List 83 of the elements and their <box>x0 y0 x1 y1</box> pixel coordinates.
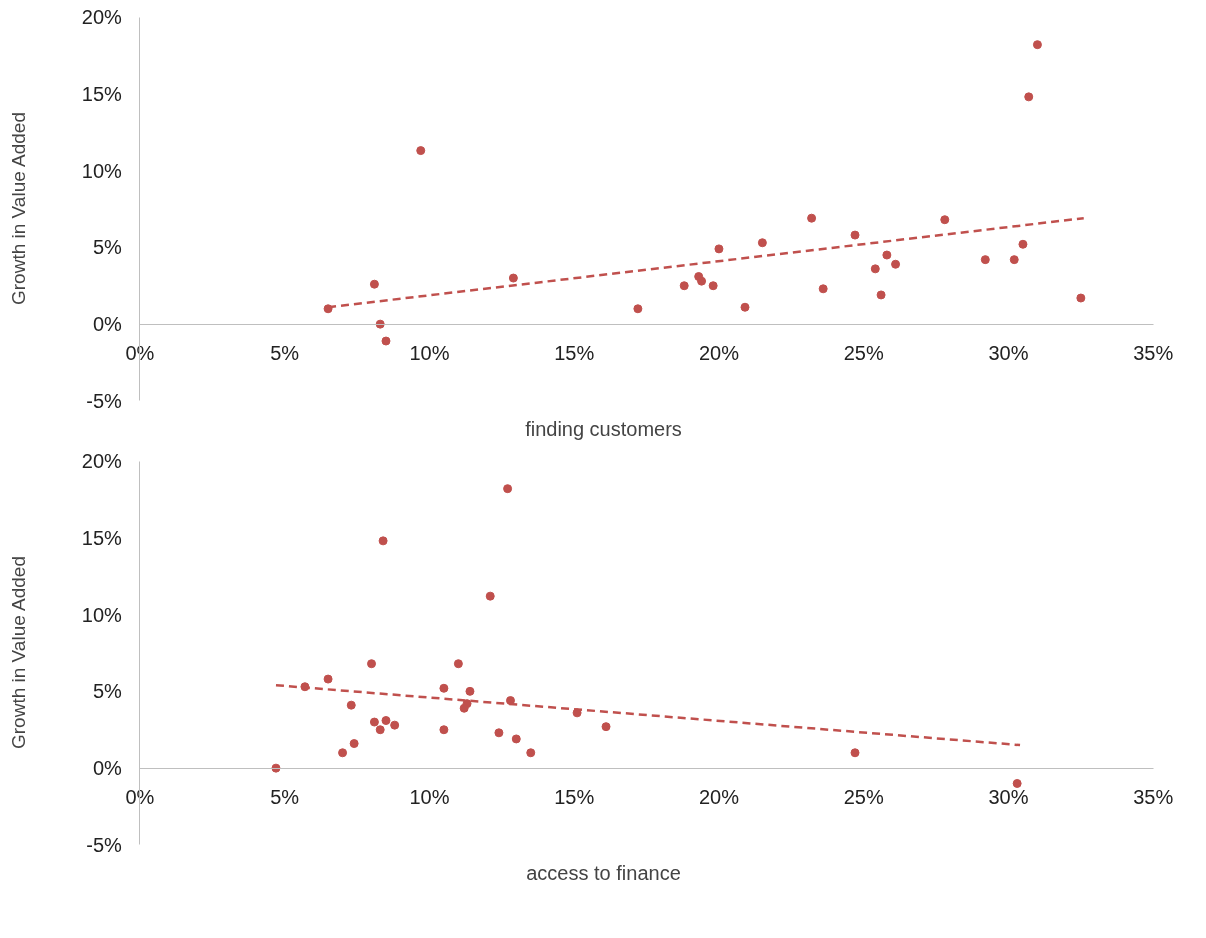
x-tick-label: 25% <box>843 786 884 809</box>
point <box>378 536 388 546</box>
x-tick-label: 5% <box>270 786 300 809</box>
x-tick-label: 20% <box>698 342 740 365</box>
point <box>369 717 379 727</box>
y-tick-label: 0% <box>92 757 123 780</box>
y-tick-label: 20% <box>81 450 123 473</box>
x-axis-title: finding customers <box>525 417 682 440</box>
point <box>818 284 828 294</box>
y-tick-label: -5% <box>86 389 123 412</box>
point <box>508 273 518 283</box>
point <box>323 304 333 314</box>
point <box>876 290 886 300</box>
point <box>367 659 377 669</box>
point <box>375 725 385 735</box>
x-tick-label: 35% <box>1133 342 1174 365</box>
x-tick-label: 20% <box>698 786 740 809</box>
point <box>882 250 892 260</box>
point <box>697 276 707 286</box>
point <box>940 215 950 225</box>
y-tick-label: 20% <box>81 6 123 29</box>
point <box>439 683 449 693</box>
point <box>381 336 391 346</box>
y-axis-title: Growth in Value Added <box>7 112 29 305</box>
x-tick-label: 0% <box>125 786 155 809</box>
point <box>708 281 718 291</box>
y-tick-label: 0% <box>92 313 123 336</box>
point <box>1032 40 1042 50</box>
x-tick-label: 15% <box>554 786 595 809</box>
x-tick-label: 10% <box>409 342 450 365</box>
point <box>1024 92 1034 102</box>
point <box>850 748 860 758</box>
y-tick-label: 15% <box>81 526 123 549</box>
point <box>390 720 400 730</box>
point <box>601 722 611 732</box>
point <box>850 230 860 240</box>
point <box>338 748 348 758</box>
point <box>807 213 817 223</box>
point <box>633 304 643 314</box>
point <box>891 259 901 269</box>
x-tick-label: 30% <box>988 342 1029 365</box>
point <box>439 725 449 735</box>
point <box>465 686 475 696</box>
point <box>369 279 379 289</box>
point <box>494 728 504 738</box>
point <box>453 659 463 669</box>
point <box>1009 255 1019 265</box>
point <box>323 674 333 684</box>
point <box>679 281 689 291</box>
point <box>503 484 513 494</box>
y-tick-label: 10% <box>81 603 123 626</box>
point <box>485 591 495 601</box>
point <box>740 302 750 312</box>
point <box>526 748 536 758</box>
point <box>511 734 521 744</box>
y-tick-label: 15% <box>81 82 123 105</box>
point <box>375 319 385 329</box>
y-tick-label: 5% <box>92 236 123 259</box>
x-axis-title: access to finance <box>526 861 681 884</box>
point <box>1018 239 1028 249</box>
y-axis-title: Growth in Value Added <box>7 556 29 749</box>
point <box>1076 293 1086 303</box>
y-tick-label: -5% <box>86 833 123 856</box>
point <box>980 255 990 265</box>
x-tick-label: 0% <box>125 342 155 365</box>
y-tick-label: 10% <box>81 159 123 182</box>
x-tick-label: 30% <box>988 786 1029 809</box>
x-tick-label: 5% <box>270 342 300 365</box>
x-tick-label: 15% <box>554 342 595 365</box>
point <box>1012 778 1022 788</box>
point <box>714 244 724 254</box>
point <box>757 238 767 248</box>
x-tick-label: 10% <box>409 786 450 809</box>
point <box>505 696 515 706</box>
x-tick-label: 25% <box>843 342 884 365</box>
point <box>459 703 469 713</box>
point <box>870 264 880 274</box>
x-tick-label: 35% <box>1133 786 1174 809</box>
point <box>416 146 426 156</box>
y-tick-label: 5% <box>92 680 123 703</box>
point <box>349 739 359 749</box>
point <box>346 700 356 710</box>
point <box>381 716 391 726</box>
